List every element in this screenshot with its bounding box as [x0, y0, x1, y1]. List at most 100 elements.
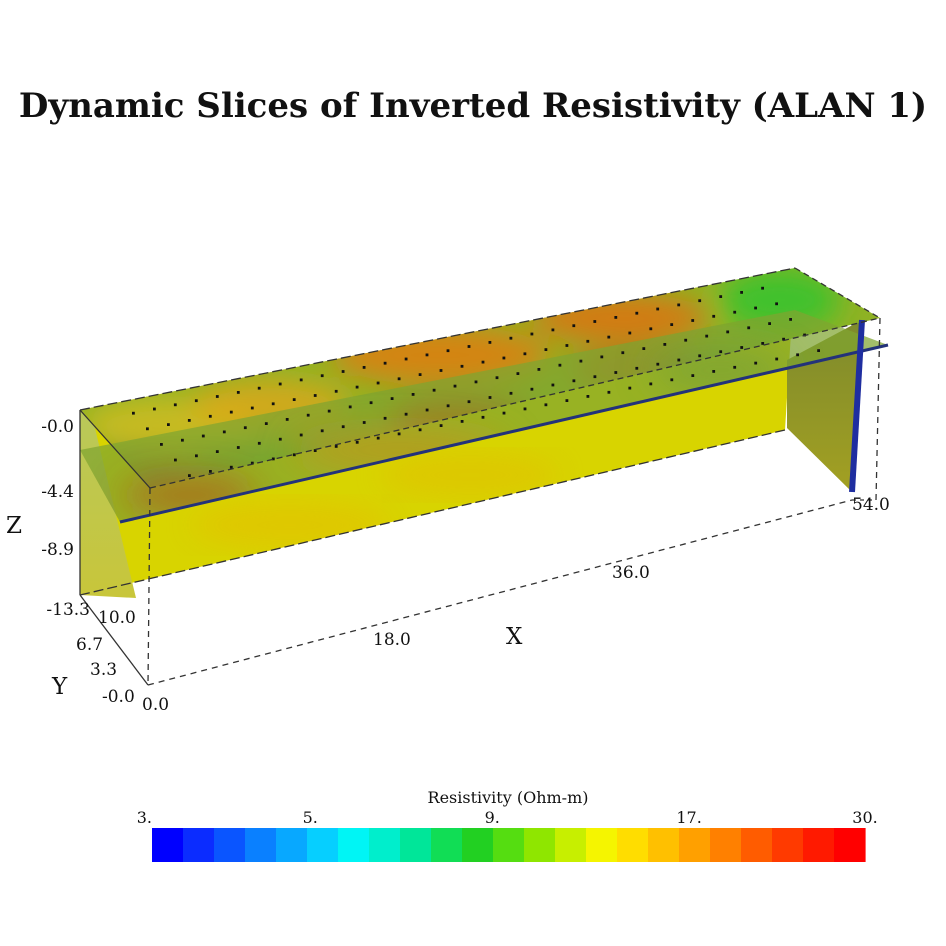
electrode-dot [712, 314, 716, 318]
electrode-dot [209, 470, 212, 473]
electrode-dot [404, 357, 408, 361]
electrode-dot [488, 396, 492, 399]
chart-title: Dynamic Slices of Inverted Resistivity (… [18, 86, 928, 126]
electrode-dot [635, 311, 639, 315]
electrode-dot [747, 326, 751, 330]
electrode-dot [775, 357, 779, 361]
colorbar-tick-label: 9. [485, 808, 500, 827]
electrode-dot [188, 474, 191, 477]
electrode-dot [537, 368, 541, 371]
electrode-dot [607, 390, 611, 394]
electrode-dot [181, 438, 184, 442]
electrode-dot [754, 306, 757, 310]
y-tick-3: 10.0 [98, 608, 136, 628]
electrode-dot [768, 322, 771, 325]
colorbar [152, 828, 866, 862]
colorbar-cell [803, 828, 835, 862]
electrode-dot [733, 365, 737, 369]
z-tick-0: -0.0 [41, 417, 74, 437]
electrode-dot [460, 364, 464, 368]
electrode-dot [132, 411, 135, 415]
electrode-dot [698, 354, 702, 358]
electrode-dot [236, 391, 240, 394]
electrode-dot [173, 403, 177, 407]
z-tick-3: -13.3 [46, 600, 90, 620]
electrode-dot [327, 409, 331, 413]
electrode-dot [439, 424, 443, 427]
electrode-dot [502, 356, 506, 360]
electrode-dot [383, 361, 387, 365]
electrode-dot [572, 324, 576, 328]
electrode-dot [719, 350, 723, 354]
electrode-dot [390, 397, 394, 400]
electrode-dot [530, 332, 534, 336]
electrode-dot [215, 450, 219, 453]
colorbar-cell [307, 828, 339, 862]
electrode-dot [614, 316, 618, 319]
electrode-dot [320, 429, 324, 433]
electrode-dot [481, 360, 485, 364]
electrode-dot [593, 375, 597, 379]
x-tick-1: 18.0 [373, 630, 411, 650]
electrode-dot [160, 443, 163, 446]
electrode-dot [684, 338, 688, 342]
electrode-dot [418, 373, 422, 376]
electrode-dot [754, 361, 758, 365]
electrode-dot [502, 411, 506, 415]
electrode-dot [362, 421, 366, 424]
electrode-dot [782, 337, 785, 341]
electrode-dot [334, 445, 338, 448]
colorbar-cell [772, 828, 804, 862]
colorbar-cell [617, 828, 649, 862]
electrode-dot [271, 402, 275, 406]
electrode-dot [817, 349, 820, 352]
electrode-dot [313, 394, 317, 397]
electrode-dot [509, 336, 513, 340]
electrode-dot [705, 334, 709, 338]
electrode-dot [250, 406, 254, 410]
electrode-dot [726, 330, 730, 334]
bounding-box [79, 267, 881, 686]
colorbar-cell [555, 828, 587, 862]
end-slice-edge [849, 319, 865, 493]
electrode-grid [132, 286, 820, 477]
colorbar-cell [214, 828, 246, 862]
electrode-dot [789, 318, 792, 321]
electrode-dot [663, 343, 667, 346]
colorbar-cell [400, 828, 432, 862]
colorbar-cell [710, 828, 742, 862]
colorbar-cell [431, 828, 463, 862]
electrode-dot [670, 323, 674, 326]
electrode-dot [740, 291, 743, 294]
electrode-dot [320, 374, 324, 378]
electrode-dot [460, 420, 464, 423]
electrode-dot [376, 381, 380, 385]
electrode-dot [341, 425, 345, 429]
electrode-dot [432, 388, 436, 392]
electrode-dot [677, 303, 681, 307]
colorbar-cell [834, 828, 866, 862]
colorbar-cell [524, 828, 556, 862]
colorbar-tick-label: 3. [137, 808, 152, 827]
electrode-dot [509, 391, 513, 395]
electrode-dot [425, 353, 429, 357]
electrode-dot [523, 352, 527, 356]
electrode-dot [691, 374, 695, 377]
electrode-dot [775, 302, 778, 306]
colorbar-cell [586, 828, 618, 862]
electrode-dot [383, 416, 387, 420]
electrode-dot [761, 286, 764, 290]
electrode-dot [278, 437, 282, 441]
electrode-dot [285, 418, 289, 421]
electrode-dot [222, 430, 226, 434]
electrode-dot [565, 399, 569, 402]
electrode-dot [642, 347, 646, 350]
electrode-dot [257, 441, 261, 445]
y-axis-label: Y [51, 674, 68, 700]
colorbar-cell [276, 828, 308, 862]
electrode-dot [292, 453, 296, 457]
electrode-dot [446, 404, 450, 408]
electrode-dot [551, 328, 555, 332]
electrode-dot [698, 299, 702, 303]
